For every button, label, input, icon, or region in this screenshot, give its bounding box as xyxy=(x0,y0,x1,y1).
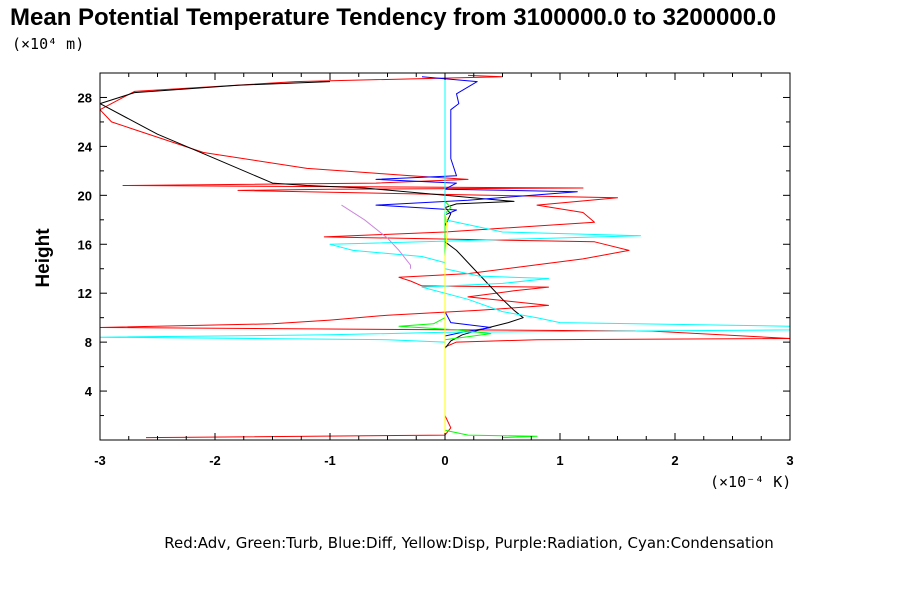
y-tick-label: 28 xyxy=(78,90,92,105)
x-tick-label: -1 xyxy=(324,453,336,468)
chart-title: Mean Potential Temperature Tendency from… xyxy=(10,4,776,31)
y-axis-label: Height xyxy=(33,228,54,288)
x-scale-note: (×10⁻⁴ K) xyxy=(710,473,791,491)
series-line-4 xyxy=(398,201,538,439)
series-line-5 xyxy=(444,207,448,438)
y-tick-label: 12 xyxy=(78,286,92,301)
series-line-6 xyxy=(341,204,411,269)
y-tick-label: 16 xyxy=(78,237,92,252)
plot-frame xyxy=(99,72,791,441)
y-tick-label: 24 xyxy=(78,139,93,154)
x-tick-label: 2 xyxy=(671,453,678,468)
series-line-3 xyxy=(99,75,791,437)
series-line-2 xyxy=(375,76,578,438)
x-tick-label: -2 xyxy=(209,453,221,468)
y-tick-label: 8 xyxy=(85,335,92,350)
legend-text: Red:Adv, Green:Turb, Blue:Diff, Yellow:D… xyxy=(164,534,774,552)
y-tick-label: 4 xyxy=(85,384,93,399)
y-tick-label: 20 xyxy=(78,188,92,203)
series-line-0 xyxy=(99,74,791,439)
x-tick-label: 3 xyxy=(786,453,793,468)
x-tick-label: 1 xyxy=(556,453,563,468)
x-tick-label: 0 xyxy=(441,453,448,468)
y-scale-note: (×10⁴ m) xyxy=(12,35,84,53)
series-layer xyxy=(99,74,791,439)
series-line-1 xyxy=(99,81,524,438)
x-tick-label: -3 xyxy=(94,453,106,468)
